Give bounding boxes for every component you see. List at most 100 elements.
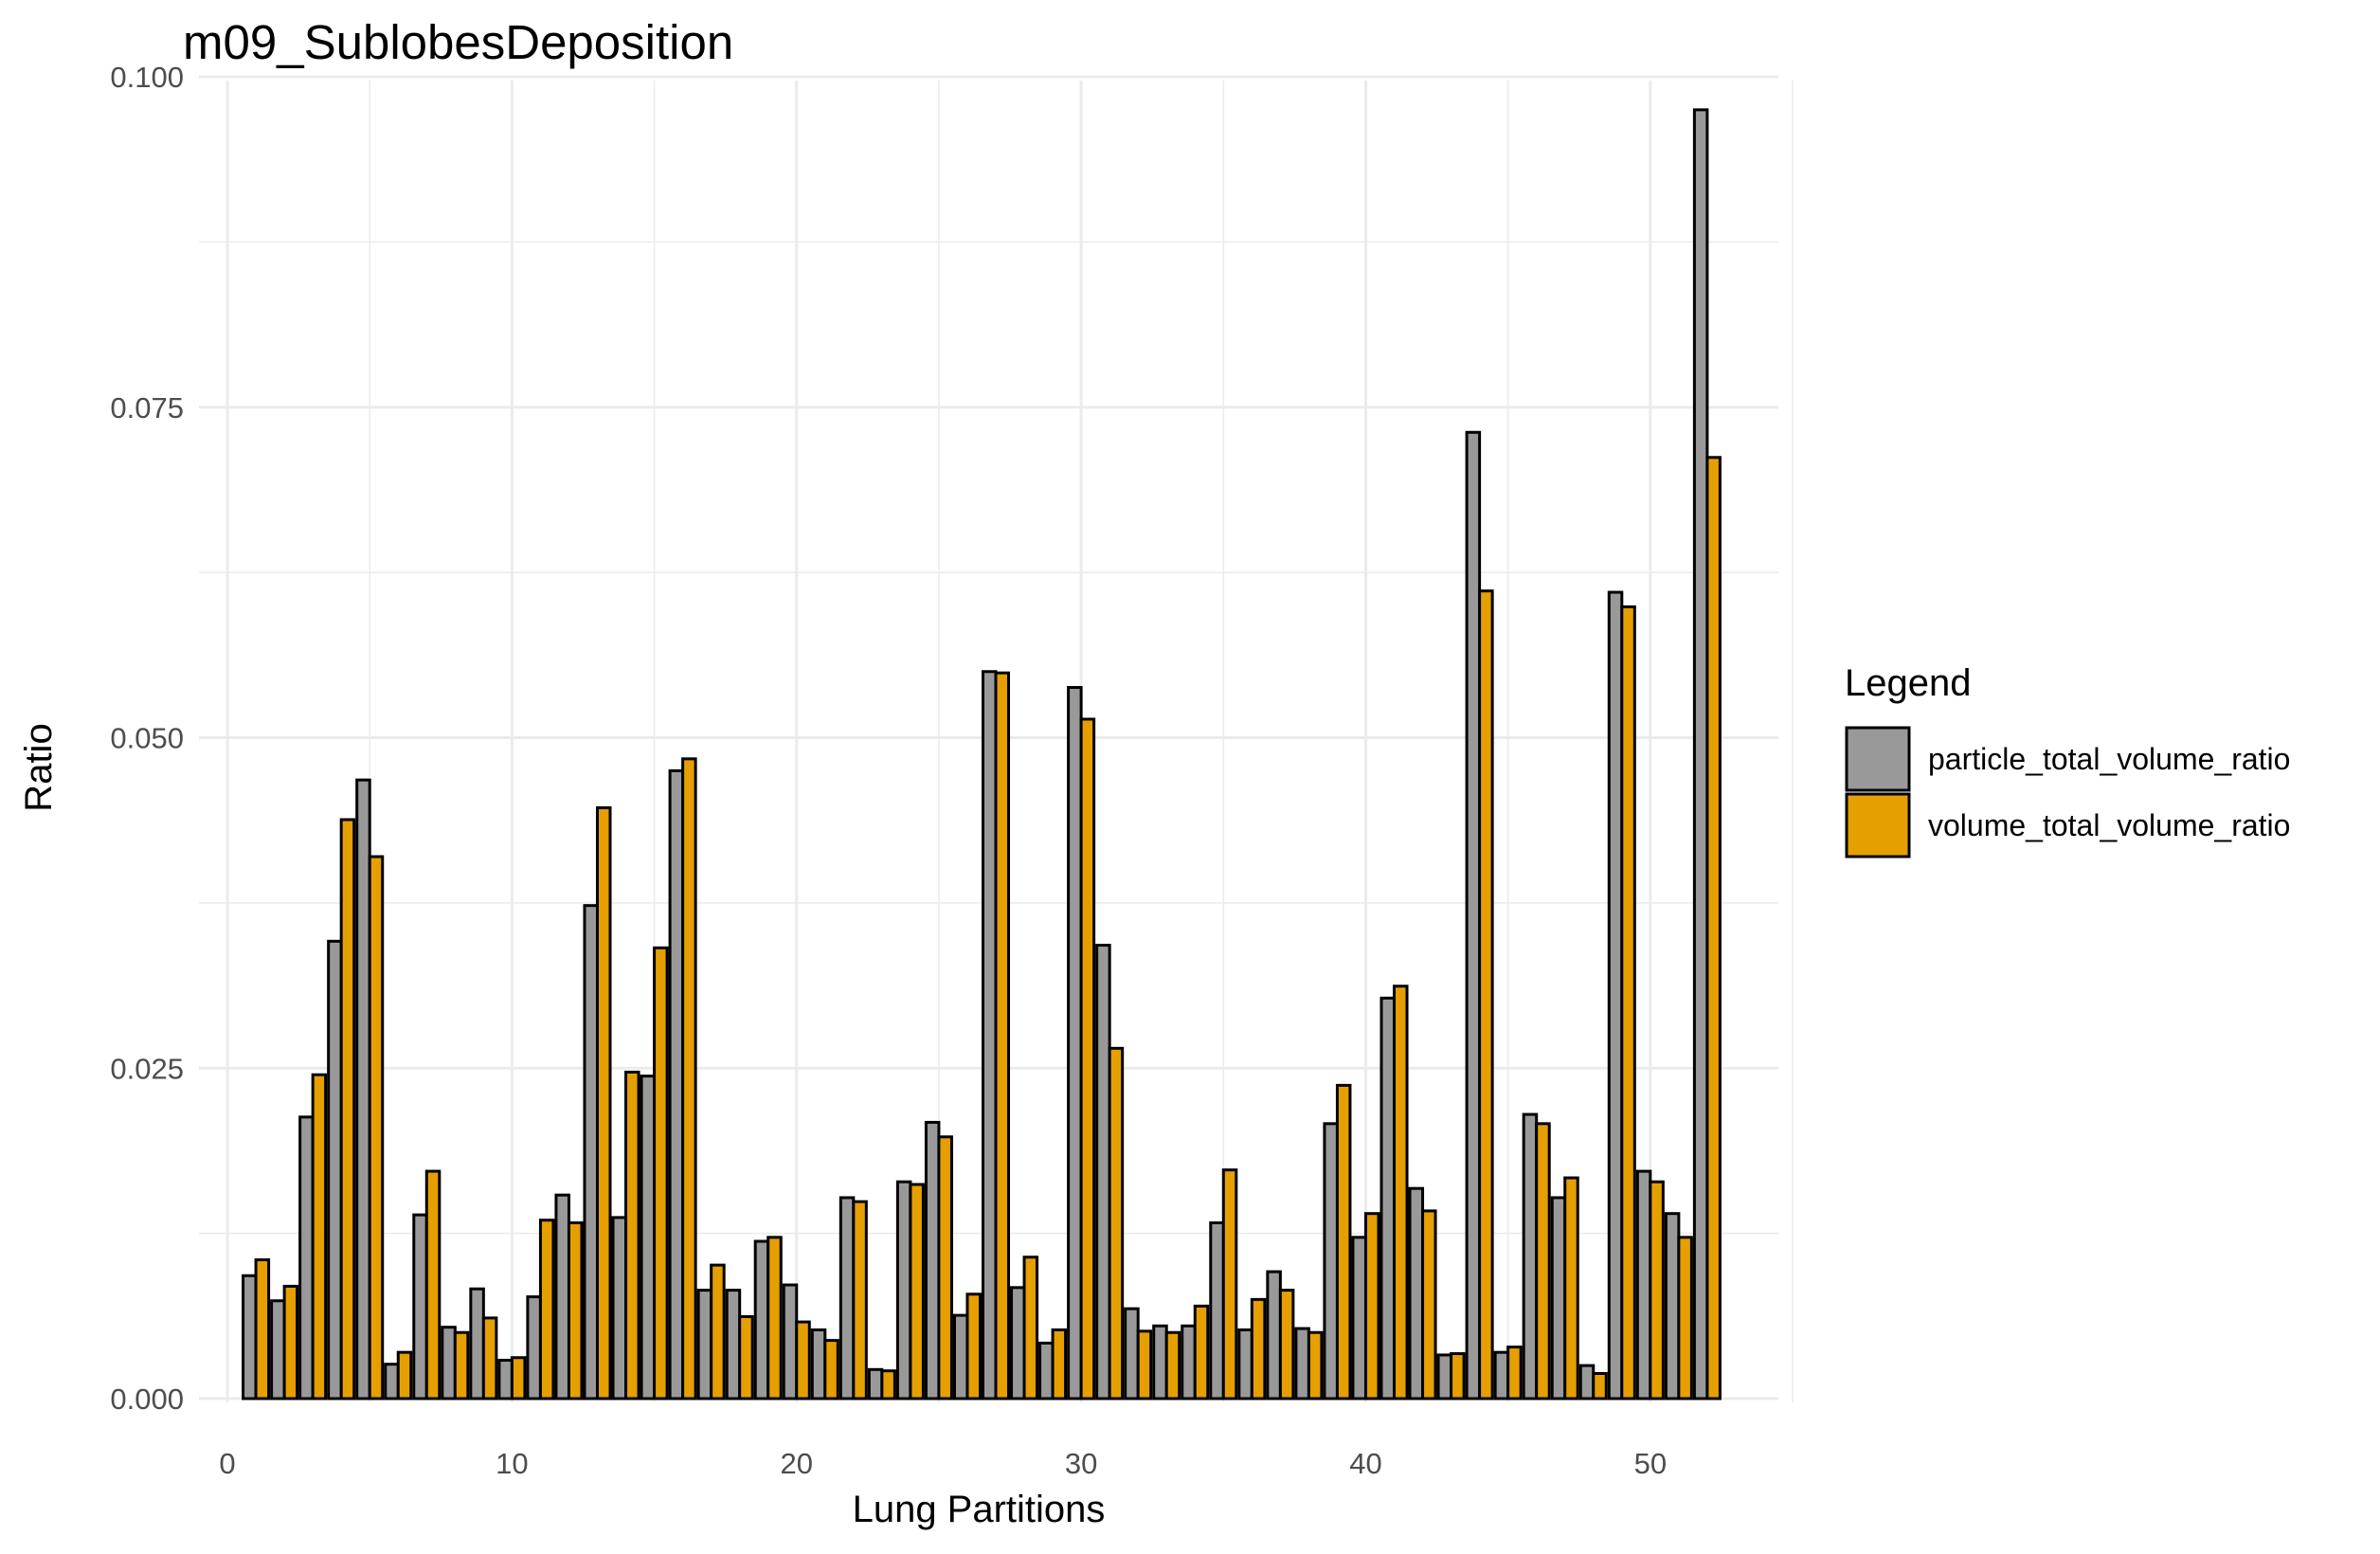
bar-particle-total-volume-ratio — [412, 1213, 428, 1400]
bar-particle-total-volume-ratio — [270, 1299, 286, 1400]
bar-particle-total-volume-ratio — [469, 1287, 485, 1400]
bar-volume-total-volume-ratio — [567, 1220, 584, 1400]
bar-particle-total-volume-ratio — [981, 670, 998, 1400]
bar-volume-total-volume-ratio — [1450, 1352, 1466, 1400]
y-axis-title: Ratio — [18, 723, 60, 811]
bar-volume-total-volume-ratio — [1677, 1236, 1693, 1400]
bar-volume-total-volume-ratio — [1051, 1328, 1068, 1400]
bar-particle-total-volume-ratio — [1209, 1220, 1225, 1400]
y-axis-ticks: 0.000 0.025 0.050 0.075 0.100 — [110, 61, 184, 1416]
bar-volume-total-volume-ratio — [795, 1320, 811, 1400]
x-tick-label: 0 — [219, 1447, 235, 1480]
bar-volume-total-volume-ratio — [710, 1263, 726, 1400]
bar-particle-total-volume-ratio — [725, 1289, 742, 1400]
bar-particle-total-volume-ratio — [441, 1326, 457, 1400]
bar-volume-total-volume-ratio — [538, 1219, 555, 1400]
bar-particle-total-volume-ratio — [242, 1274, 258, 1400]
bar-particle-total-volume-ratio — [355, 778, 371, 1400]
bar-volume-total-volume-ratio — [1421, 1209, 1437, 1400]
bar-volume-total-volume-ratio — [1620, 605, 1636, 1400]
y-tick-label: 0.025 — [110, 1052, 184, 1085]
bar-volume-total-volume-ratio — [681, 757, 697, 1400]
bar-volume-total-volume-ratio — [766, 1236, 783, 1400]
bar-particle-total-volume-ratio — [1067, 685, 1083, 1400]
bar-volume-total-volume-ratio — [852, 1200, 868, 1400]
bar-particle-total-volume-ratio — [1408, 1186, 1425, 1400]
y-tick-label: 0.050 — [110, 722, 184, 755]
bar-volume-total-volume-ratio — [1535, 1122, 1551, 1400]
bar-volume-total-volume-ratio — [738, 1315, 754, 1400]
bar-volume-total-volume-ratio — [1136, 1329, 1153, 1400]
bar-particle-total-volume-ratio — [1436, 1353, 1453, 1400]
bar-volume-total-volume-ratio — [1563, 1176, 1579, 1400]
bar-volume-total-volume-ratio — [1506, 1346, 1523, 1400]
legend: Legend particle_total_volume_ratio volum… — [1845, 662, 2290, 858]
bar-particle-total-volume-ratio — [1237, 1328, 1253, 1400]
y-tick-label: 0.100 — [110, 61, 184, 94]
bar-particle-total-volume-ratio — [1010, 1286, 1026, 1400]
x-tick-label: 10 — [496, 1447, 528, 1480]
bar-volume-total-volume-ratio — [396, 1350, 413, 1400]
bar-volume-total-volume-ratio — [339, 818, 356, 1400]
bar-volume-total-volume-ratio — [994, 671, 1011, 1400]
bar-volume-total-volume-ratio — [653, 946, 669, 1400]
y-tick-label: 0.075 — [110, 391, 184, 425]
bar-particle-total-volume-ratio — [1607, 590, 1624, 1400]
bar-volume-total-volume-ratio — [1079, 717, 1096, 1400]
bar-particle-total-volume-ratio — [583, 904, 600, 1400]
bar-particle-total-volume-ratio — [867, 1367, 884, 1400]
bar-particle-total-volume-ratio — [782, 1283, 799, 1400]
bar-volume-total-volume-ratio — [1649, 1180, 1665, 1400]
legend-swatch-particle — [1845, 726, 1911, 792]
bar-volume-total-volume-ratio — [624, 1070, 640, 1400]
bar-volume-total-volume-ratio — [1478, 589, 1494, 1400]
bar-particle-total-volume-ratio — [696, 1289, 713, 1400]
bar-volume-total-volume-ratio — [1363, 1212, 1380, 1400]
bar-particle-total-volume-ratio — [1578, 1364, 1596, 1400]
bar-particle-total-volume-ratio — [497, 1359, 514, 1400]
bar-volume-total-volume-ratio — [880, 1369, 896, 1400]
bar-volume-total-volume-ratio — [311, 1073, 328, 1400]
bar-particle-total-volume-ratio — [1323, 1122, 1339, 1400]
legend-title: Legend — [1845, 662, 1971, 704]
bar-volume-total-volume-ratio — [937, 1135, 953, 1400]
bar-volume-total-volume-ratio — [823, 1339, 839, 1400]
bar-particle-total-volume-ratio — [554, 1193, 570, 1400]
bar-particle-total-volume-ratio — [1181, 1324, 1197, 1400]
chart-title: m09_SublobesDeposition — [183, 15, 733, 69]
x-axis-ticks: 0 10 20 30 40 50 — [219, 1447, 1667, 1480]
bar-volume-total-volume-ratio — [1705, 456, 1722, 1400]
x-tick-label: 50 — [1634, 1447, 1667, 1480]
bar-particle-total-volume-ratio — [1038, 1341, 1055, 1400]
bar-particle-total-volume-ratio — [1351, 1236, 1367, 1400]
bar-volume-total-volume-ratio — [1592, 1371, 1608, 1400]
bar-particle-total-volume-ratio — [1095, 944, 1111, 1400]
bar-particle-total-volume-ratio — [526, 1295, 542, 1400]
x-axis-title: Lung Partitions — [853, 1489, 1106, 1530]
bar-volume-total-volume-ratio — [1250, 1297, 1267, 1400]
bar-particle-total-volume-ratio — [1550, 1196, 1567, 1400]
bar-particle-total-volume-ratio — [895, 1180, 912, 1400]
bar-particle-total-volume-ratio — [1692, 108, 1709, 1400]
bar-particle-total-volume-ratio — [952, 1313, 969, 1400]
bars — [242, 108, 1722, 1400]
bar-volume-total-volume-ratio — [282, 1284, 299, 1400]
bar-particle-total-volume-ratio — [1152, 1324, 1168, 1400]
bar-volume-total-volume-ratio — [1278, 1289, 1295, 1400]
bar-volume-total-volume-ratio — [1164, 1330, 1181, 1400]
x-tick-label: 20 — [781, 1447, 813, 1480]
bar-volume-total-volume-ratio — [453, 1330, 470, 1400]
bar-volume-total-volume-ratio — [368, 855, 385, 1400]
legend-label-volume: volume_total_volume_ratio — [1928, 808, 2290, 842]
bar-particle-total-volume-ratio — [640, 1075, 657, 1400]
bar-volume-total-volume-ratio — [254, 1258, 271, 1400]
bar-volume-total-volume-ratio — [1307, 1330, 1324, 1400]
bar-particle-total-volume-ratio — [1493, 1350, 1510, 1400]
bar-volume-total-volume-ratio — [481, 1316, 498, 1400]
bar-volume-total-volume-ratio — [1193, 1304, 1210, 1400]
legend-swatch-volume — [1845, 792, 1911, 858]
x-tick-label: 30 — [1065, 1447, 1097, 1480]
bar-particle-total-volume-ratio — [1635, 1169, 1652, 1400]
